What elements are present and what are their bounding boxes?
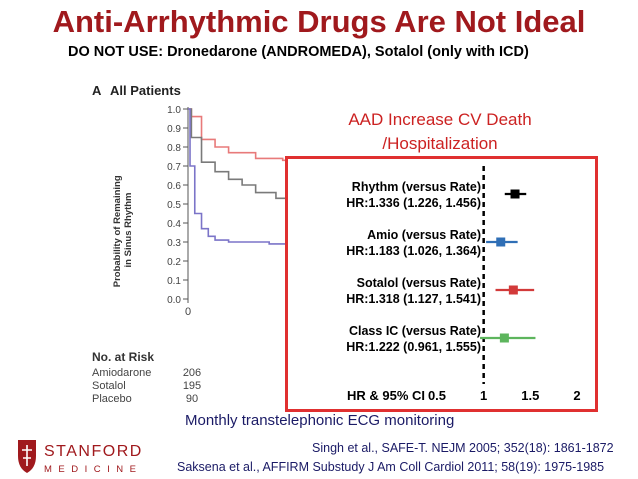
forest-point (510, 189, 520, 199)
at-risk-row-label: Amiodarone (92, 367, 151, 379)
at-risk-value: 206 (183, 367, 201, 379)
km-y-tick-label: 0.8 (167, 143, 181, 154)
logo-subtext: MEDICINE (44, 464, 142, 475)
forest-x-tick-label: 2 (573, 388, 580, 403)
km-y-tick-label: 0.9 (167, 124, 181, 135)
slide-subtitle: DO NOT USE: Dronedarone (ANDROMEDA), Sot… (68, 44, 529, 60)
stanford-medicine-logo: STANFORD MEDICINE (18, 440, 143, 475)
km-y-tick-label: 1.0 (167, 105, 181, 116)
at-risk-value: 90 (186, 393, 198, 405)
forest-row-hr: HR:1.336 (1.226, 1.456) (346, 196, 481, 210)
km-survival-chart: A All Patients Probability of Remaining … (92, 83, 418, 405)
at-risk-value: 195 (183, 380, 201, 392)
forest-row-label: Class IC (versus Rate) (349, 324, 481, 338)
reference-2: Saksena et al., AFFIRM Substudy J Am Col… (177, 460, 605, 474)
overlay-label-line1: AAD Increase CV Death (348, 110, 532, 129)
slide-title: Anti-Arrhythmic Drugs Are Not Ideal (52, 4, 586, 39)
at-risk-row-label: Sotalol (92, 380, 126, 392)
forest-point (499, 333, 509, 343)
km-ylabel: Probability of Remaining in Sinus Rhythm (112, 173, 134, 288)
shield-icon (18, 440, 36, 473)
km-y-tick-label: 0.7 (167, 162, 181, 173)
forest-frame (285, 156, 598, 412)
km-y-tick-label: 0.3 (167, 238, 181, 249)
forest-axis: HR & 95% CI 0.5 1 1.5 2 (347, 388, 581, 403)
logo-wordmark: STANFORD (44, 443, 143, 460)
km-y-tick-label: 0.2 (167, 257, 181, 268)
forest-x-tick-label: 1 (480, 388, 487, 403)
forest-x-tick-label: 0.5 (428, 388, 446, 403)
forest-row-label: Rhythm (versus Rate) (352, 180, 481, 194)
forest-rows: Rhythm (versus Rate) HR:1.336 (1.226, 1.4… (346, 166, 536, 384)
forest-row-label: Amio (versus Rate) (367, 228, 481, 242)
at-risk-row-label: Placebo (92, 393, 132, 405)
km-y-tick-label: 0.4 (167, 219, 181, 230)
km-y-tick-label: 0.5 (167, 200, 181, 211)
forest-xlabel: HR & 95% CI (347, 388, 425, 403)
monitoring-note: Monthly transtelephonic ECG monitoring (185, 412, 455, 429)
forest-row-label: Sotalol (versus Rate) (357, 276, 481, 290)
forest-x-tick-label: 1.5 (521, 388, 539, 403)
km-x-tick-label: 0 (185, 306, 191, 318)
forest-row-hr: HR:1.183 (1.026, 1.364) (346, 244, 481, 258)
forest-plot: Rhythm (versus Rate) HR:1.336 (1.226, 1.4… (285, 156, 598, 412)
forest-row-hr: HR:1.222 (0.961, 1.555) (346, 340, 481, 354)
overlay-label-line2: /Hospitalization (382, 134, 498, 153)
km-y-tick-label: 0.1 (167, 276, 181, 287)
km-chart-title: All Patients (110, 83, 181, 98)
forest-row-hr: HR:1.318 (1.127, 1.541) (346, 292, 481, 306)
km-ylabel-line1: Probability of Remaining (112, 175, 123, 287)
forest-point (508, 285, 518, 295)
km-y-tick-label: 0.6 (167, 181, 181, 192)
at-risk-header: No. at Risk (92, 350, 154, 364)
panel-label: A (92, 83, 102, 98)
overlay-label: AAD Increase CV Death /Hospitalization (295, 108, 585, 156)
forest-point (496, 237, 506, 247)
reference-1: Singh et al., SAFE-T. NEJM 2005; 352(18)… (312, 441, 614, 455)
km-ylabel-line2: in Sinus Rhythm (123, 193, 134, 268)
km-y-tick-label: 0.0 (167, 295, 181, 306)
